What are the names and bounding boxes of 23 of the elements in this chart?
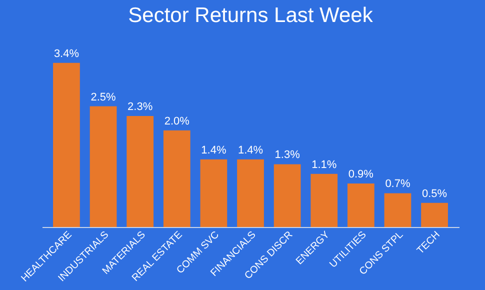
bar (126, 116, 154, 227)
bar (237, 159, 264, 227)
data-label: 2.0% (164, 115, 190, 128)
bar (347, 184, 374, 227)
data-label: 1.1% (312, 158, 337, 171)
data-label: 3.4% (54, 48, 80, 60)
bar (163, 130, 190, 227)
data-label: 2.3% (128, 100, 153, 113)
bar (274, 164, 301, 227)
data-label: 0.7% (385, 178, 410, 190)
chart-title: Sector Returns Last Week (128, 4, 374, 27)
bar (90, 106, 117, 227)
data-label: 1.4% (238, 144, 264, 156)
data-label: 0.5% (422, 188, 448, 200)
data-label: 0.9% (348, 168, 374, 181)
bar (200, 159, 228, 227)
bar (310, 174, 338, 227)
data-label: 1.4% (201, 144, 226, 156)
bar (53, 62, 80, 227)
data-label: 2.5% (90, 91, 116, 104)
bar (384, 193, 412, 227)
data-label: 1.3% (274, 149, 300, 162)
bar (421, 202, 448, 227)
